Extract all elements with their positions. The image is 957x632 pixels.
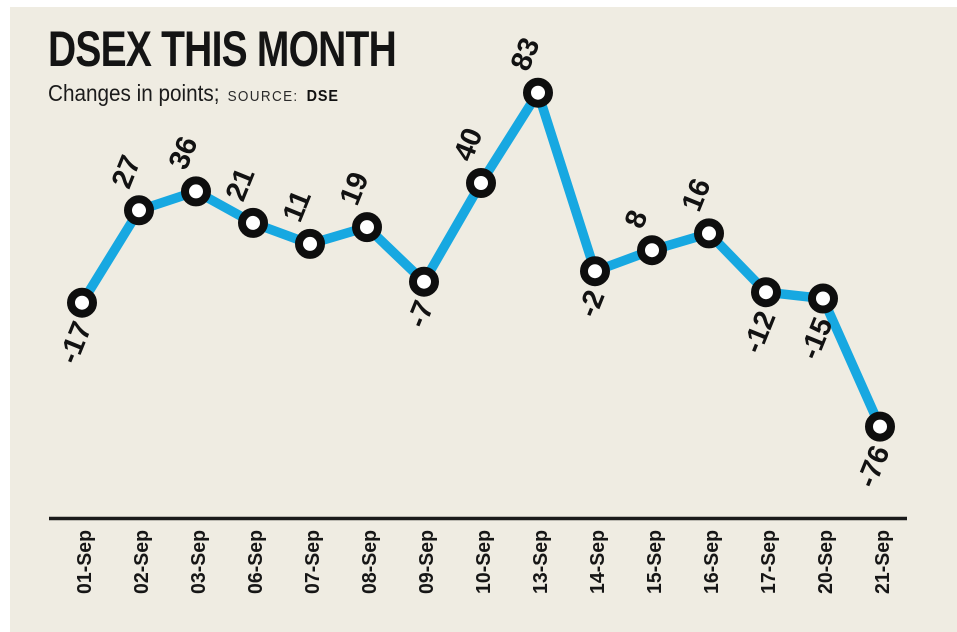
- data-point-10-Sep: [466, 168, 496, 198]
- data-point-17-Sep: [751, 277, 781, 308]
- x-tick-label-09-Sep: 09-Sep: [416, 530, 438, 594]
- value-label-17-Sep: -12: [737, 307, 782, 358]
- value-label-03-Sep: 36: [163, 132, 205, 174]
- value-label-15-Sep: 8: [619, 206, 655, 233]
- value-label-16-Sep: 16: [676, 174, 718, 216]
- data-point-13-Sep: [523, 77, 553, 108]
- x-tick-label-06-Sep: 06-Sep: [245, 530, 267, 594]
- value-label-06-Sep: 21: [220, 164, 262, 206]
- x-tick-label-16-Sep: 16-Sep: [701, 530, 723, 594]
- data-point-16-Sep: [694, 218, 724, 249]
- value-label-14-Sep: -2: [572, 286, 611, 322]
- data-point-20-Sep: [808, 283, 838, 314]
- value-label-21-Sep: -76: [851, 441, 896, 492]
- value-label-10-Sep: 40: [448, 124, 490, 166]
- value-label-01-Sep: -17: [53, 317, 98, 368]
- x-tick-label-10-Sep: 10-Sep: [473, 530, 495, 594]
- data-point-06-Sep: [238, 207, 268, 238]
- x-tick-label-14-Sep: 14-Sep: [587, 530, 609, 594]
- data-point-07-Sep: [295, 228, 325, 259]
- x-tick-label-13-Sep: 13-Sep: [530, 530, 552, 594]
- chart-title: DSEX THIS MONTH: [48, 21, 397, 77]
- x-tick-label-03-Sep: 03-Sep: [188, 530, 210, 594]
- chart-subtitle: Changes in points; SOURCE: DSE: [48, 80, 450, 107]
- data-point-09-Sep: [409, 266, 439, 297]
- x-tick-label-02-Sep: 02-Sep: [131, 530, 153, 594]
- value-label-08-Sep: 19: [334, 168, 376, 210]
- value-label-13-Sep: 83: [505, 33, 547, 75]
- source-label: SOURCE:: [227, 88, 299, 105]
- source-value: DSE: [306, 88, 339, 105]
- data-point-14-Sep: [580, 256, 610, 287]
- subtitle-text: Changes in points;: [48, 80, 220, 106]
- data-point-01-Sep: [67, 287, 97, 318]
- value-label-02-Sep: 27: [106, 151, 148, 193]
- data-point-21-Sep: [865, 411, 895, 442]
- chart-header: DSEX THIS MONTH Changes in points; SOURC…: [48, 24, 494, 107]
- data-point-15-Sep: [637, 235, 667, 266]
- x-tick-label-21-Sep: 21-Sep: [872, 530, 894, 594]
- value-label-09-Sep: -7: [401, 296, 440, 332]
- x-tick-label-20-Sep: 20-Sep: [815, 530, 837, 594]
- x-tick-label-01-Sep: 01-Sep: [74, 530, 96, 594]
- data-point-03-Sep: [181, 176, 211, 207]
- value-label-07-Sep: 11: [277, 186, 318, 226]
- x-tick-label-08-Sep: 08-Sep: [359, 530, 381, 594]
- x-tick-label-07-Sep: 07-Sep: [302, 530, 324, 594]
- data-point-08-Sep: [352, 212, 382, 243]
- chart-background: [10, 7, 957, 632]
- data-point-02-Sep: [124, 195, 154, 226]
- x-tick-label-17-Sep: 17-Sep: [758, 530, 780, 594]
- x-tick-label-15-Sep: 15-Sep: [644, 530, 666, 594]
